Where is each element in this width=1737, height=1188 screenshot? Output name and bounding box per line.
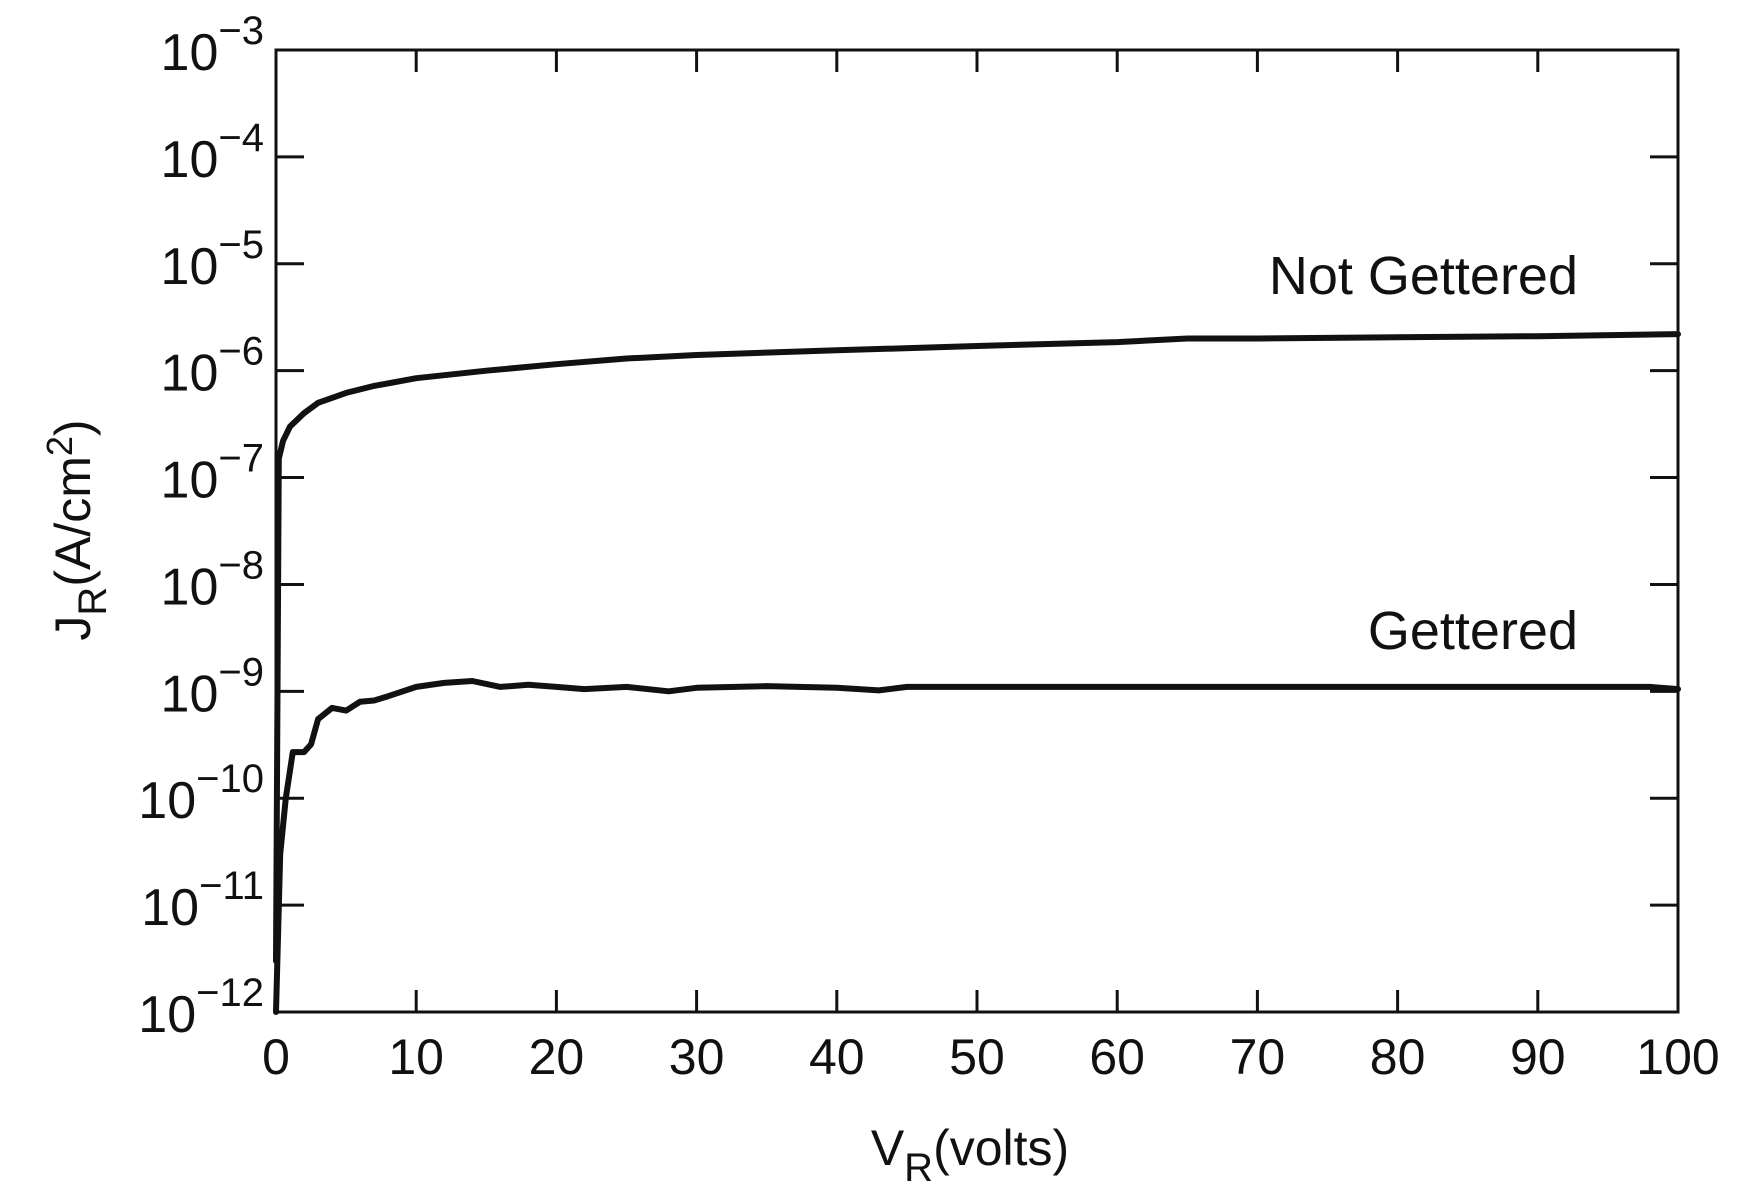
y-tick-label: 10−11: [141, 864, 264, 937]
series-annotations: Not Gettered Gettered: [1269, 246, 1578, 661]
series-line-not-gettered: [273, 331, 1681, 964]
y-axis-ticks: 10−3 10−4 10−5 10−6 10−7 10−8 10−9 10−10 10−11 10…: [138, 9, 1678, 1044]
x-axis-label: VR(volts): [871, 1120, 1069, 1188]
x-tick-label: 50: [949, 1029, 1005, 1085]
x-tick-label: 70: [1230, 1029, 1286, 1085]
y-tick-label: 10−10: [138, 757, 264, 830]
x-tick-label: 90: [1510, 1029, 1566, 1085]
x-tick-label: 30: [669, 1029, 725, 1085]
y-tick-label: 10−8: [161, 543, 264, 616]
x-tick-label: 20: [529, 1029, 585, 1085]
x-tick-label: 100: [1636, 1029, 1719, 1085]
x-tick-label: 60: [1089, 1029, 1145, 1085]
annotation-gettered: Gettered: [1368, 601, 1578, 661]
y-tick-label: 10−7: [161, 437, 264, 510]
x-tick-label: 10: [388, 1029, 444, 1085]
series-line-gettered: [273, 678, 1681, 1015]
x-tick-label: 80: [1370, 1029, 1426, 1085]
x-tick-label: 0: [262, 1029, 290, 1085]
y-axis-label: JR(A/cm2): [39, 419, 115, 640]
y-tick-label: 10−9: [161, 650, 264, 723]
data-series: [273, 331, 1681, 1015]
x-axis-ticks: 0 10 20 30 40 50 60 70 80 90 100: [262, 50, 1720, 1085]
y-tick-label: 10−5: [161, 223, 264, 296]
y-tick-label: 10−12: [138, 971, 264, 1044]
y-tick-label: 10−4: [161, 116, 264, 189]
annotation-not-gettered: Not Gettered: [1269, 246, 1578, 306]
y-tick-label: 10−6: [161, 330, 264, 403]
x-tick-label: 40: [809, 1029, 865, 1085]
y-tick-label: 10−3: [161, 9, 264, 82]
plot-frame: [274, 48, 1680, 1014]
